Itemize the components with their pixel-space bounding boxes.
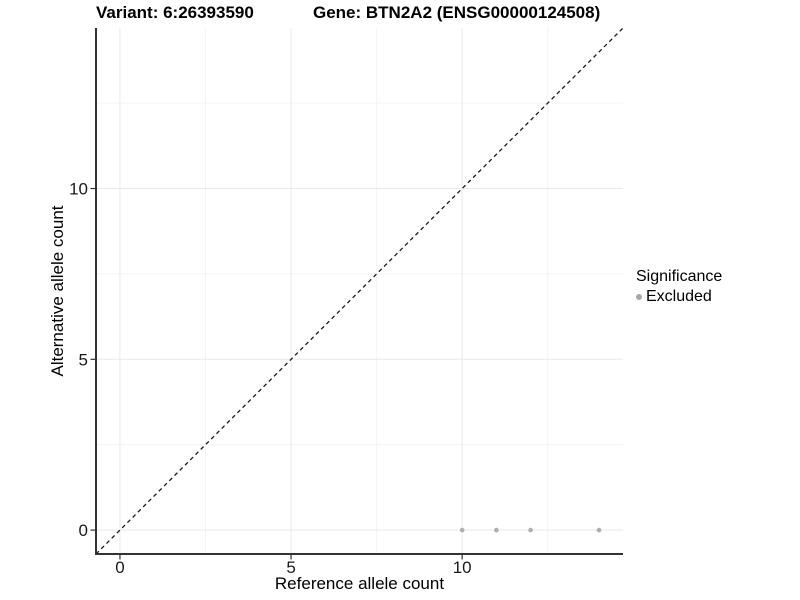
data-point (459, 527, 465, 533)
x-tick-label: 0 (115, 558, 124, 577)
x-tick-label: 5 (286, 558, 295, 577)
legend-title: Significance (636, 268, 723, 285)
legend-entry: Excluded (636, 288, 722, 306)
identity-line (95, 27, 624, 555)
x-axis-title: Reference allele count (274, 574, 445, 593)
variant-title: Variant: 6:26393590 (96, 3, 254, 22)
legend-entry-label: Excluded (646, 288, 712, 305)
gene-title: Gene: BTN2A2 (ENSG00000124508) (313, 3, 601, 22)
legend: Significance Excluded (636, 267, 722, 306)
data-point (528, 527, 533, 533)
legend-point-icon (636, 294, 642, 300)
y-axis-title: Alternative allele count (48, 205, 67, 377)
y-tick-label: 10 (69, 180, 88, 199)
data-point (596, 527, 602, 533)
data-point (494, 527, 499, 533)
y-tick-label: 5 (79, 350, 88, 369)
y-tick-label: 0 (79, 521, 88, 540)
x-tick-label: 10 (453, 558, 472, 577)
